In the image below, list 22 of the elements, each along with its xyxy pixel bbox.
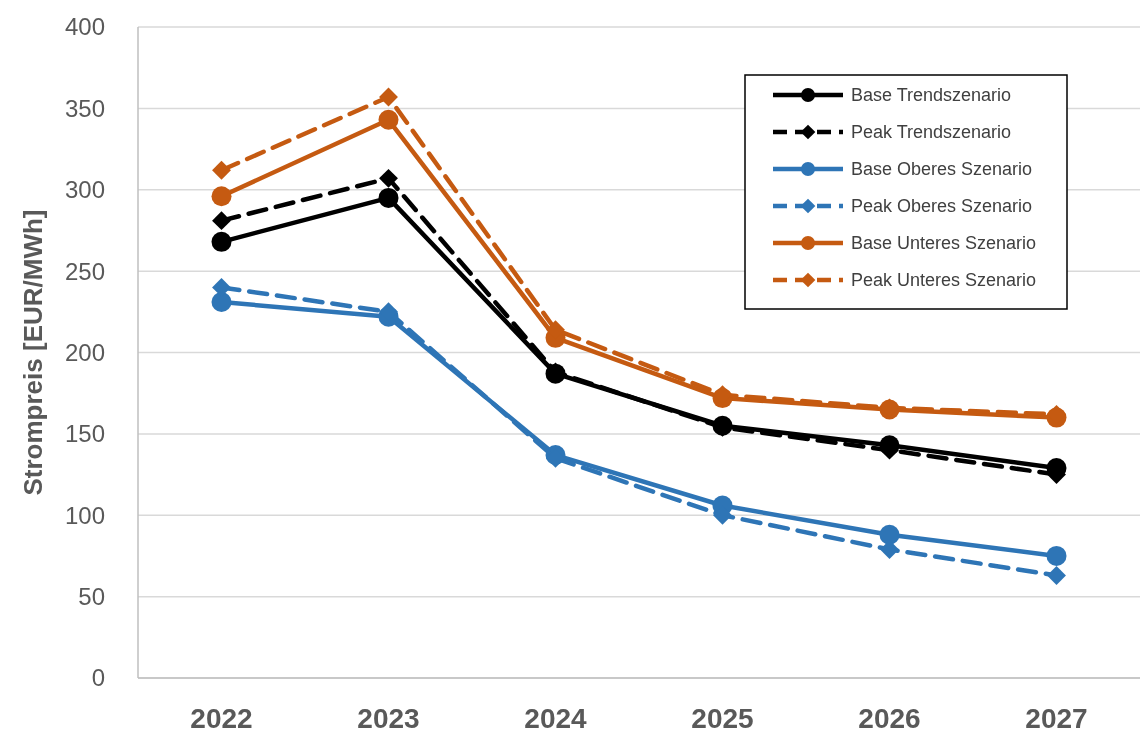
y-tick-label: 0: [91, 664, 105, 692]
x-tick-label: 2026: [858, 703, 921, 734]
legend-label: Peak Trendszenario: [851, 122, 1012, 143]
legend-label: Peak Unteres Szenario: [851, 270, 1037, 291]
y-tick-label: 400: [64, 13, 105, 41]
x-tick-label: 2023: [357, 703, 420, 734]
y-tick-label: 100: [64, 501, 105, 529]
legend-label: Peak Oberes Szenario: [851, 196, 1033, 217]
x-tick-label: 2025: [691, 703, 754, 734]
y-axis-title: Strompreis [EUR/MWh]: [18, 209, 48, 496]
y-tick-label: 250: [64, 257, 105, 285]
x-tick-label: 2027: [1025, 703, 1088, 734]
legend-label: Base Unteres Szenario: [851, 233, 1037, 254]
y-tick-label: 200: [64, 338, 105, 366]
y-tick-label: 150: [64, 420, 105, 448]
x-tick-label: 2022: [190, 703, 253, 734]
x-tick-label: 2024: [524, 703, 588, 734]
y-tick-label: 300: [64, 176, 105, 204]
y-tick-label: 350: [64, 94, 105, 122]
legend-label: Base Trendszenario: [851, 85, 1012, 106]
y-tick-label: 50: [78, 583, 105, 611]
legend-label: Base Oberes Szenario: [851, 159, 1033, 180]
